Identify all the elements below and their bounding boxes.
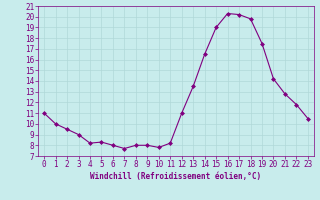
X-axis label: Windchill (Refroidissement éolien,°C): Windchill (Refroidissement éolien,°C) [91,172,261,181]
